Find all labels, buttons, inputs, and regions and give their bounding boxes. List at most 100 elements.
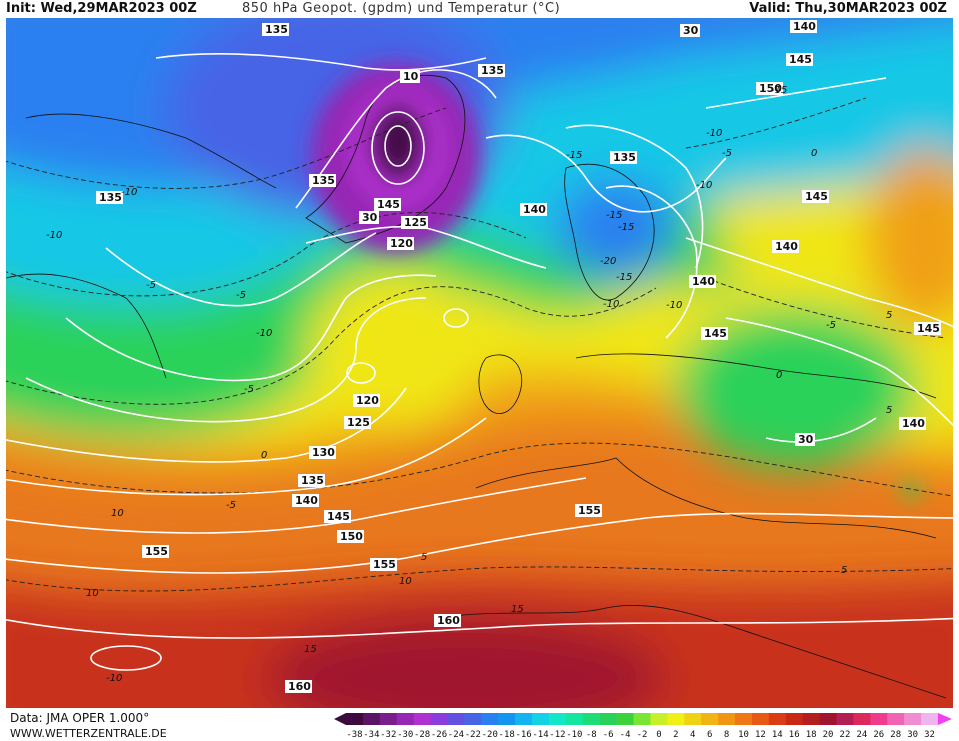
colorbar-swatch [768,713,787,725]
colorbar-swatch [346,713,364,725]
geopotential-label-bg [914,322,941,335]
geopotential-label-bg [610,151,637,164]
colorbar-tick-label: -16 [515,730,531,740]
colorbar-tick-label: -10 [566,730,582,740]
geopotential-label: 145 [327,510,350,523]
colorbar-swatch [498,713,516,725]
geopotential-label: 120 [356,394,379,407]
colorbar-tick-label: 32 [924,730,935,740]
temperature-label: -5 [226,500,236,511]
valid-time-label: Valid: Thu,30MAR2023 00Z [749,1,947,16]
colorbar-tick-label: -18 [499,730,515,740]
temperature-field: 1351351401451501013513514014514013512512… [6,18,953,708]
colorbar-tick-label: 24 [856,730,867,740]
geopotential-label-bg [96,191,123,204]
geopotential-label: 145 [704,327,727,340]
geopotential-label: 135 [265,23,288,36]
colorbar-tick-label: -20 [482,730,498,740]
geopotential-label: 135 [99,191,122,204]
geopotential-label-bg [756,82,783,95]
temperature-label: -10 [603,299,619,310]
geopotential-label: 30 [683,24,699,37]
colorbar-tick-label: -34 [363,730,379,740]
geopotential-label: 130 [312,446,335,459]
colorbar-swatch [413,713,432,725]
temperature-label: -15 [616,272,632,283]
geopotential-label: 155 [373,558,396,571]
colorbar-swatch [836,713,854,725]
colorbar-swatch [599,713,618,725]
colorbar-swatch [565,713,584,725]
geopotential-label: 145 [917,322,940,335]
geopotential-label: 140 [902,417,925,430]
geopotential-label-bg [387,237,414,250]
website-label: WWW.WETTERZENTRALE.DE [10,727,167,740]
colorbar-swatch [785,713,804,725]
geopotential-label: 150 [759,82,782,95]
temperature-label: 10 [111,508,124,519]
temperature-label: -10 [666,300,682,311]
geopotential-label-bg [309,446,336,459]
colorbar-tick-label: -26 [431,730,447,740]
geopotential-label: 145 [789,53,812,66]
chart-title: 850 hPa Geopot. (gpdm) und Temperatur (°… [242,1,561,16]
temperature-label: -10 [706,128,722,139]
init-time-label: Init: Wed,29MAR2023 00Z [6,1,197,16]
geopotential-label: 135 [312,174,335,187]
colorbar-swatch [515,713,533,725]
geopotential-label: 140 [793,20,816,33]
temperature-label: -20 [600,256,616,267]
colorbar-swatch [464,713,482,725]
colorbar-swatch [396,713,415,725]
temperature-label: 5 [886,310,892,321]
colorbar-swatches [334,713,952,725]
geopotential-label: 125 [347,416,370,429]
colorbar-swatch [650,713,668,725]
temperature-labels: -10-15-10-5 0-10-50-5-10-15-20-15-10-505-… [46,85,892,684]
colorbar-ticks: -38 -34 -32 -30 -28 -26 -24 -22 -20 -18 -16 -14 -12-… [346,730,935,740]
colorbar-tick-label: -30 [397,730,413,740]
temperature-label: 0 [261,450,267,461]
temperature-label: -5 [826,320,836,331]
colorbar-tick-label: 30 [907,730,918,740]
geopotential-label-bg [374,198,401,211]
temperature-label: -5 [236,290,246,301]
colorbar-tick-label: -2 [637,730,648,740]
geopotential-label: 30 [798,433,814,446]
geopotential-label-bg [575,504,602,517]
colorbar-swatch [430,713,448,725]
geopotential-label: 140 [295,494,318,507]
colorbar-swatch [667,713,685,725]
geopotential-label-bg [520,203,547,216]
colorbar-tick-label: 2 [673,730,678,740]
temperature-label: 0 [776,370,782,381]
geopotential-label: 160 [288,680,311,693]
geopotential-label-bg [370,558,397,571]
geopotential-label-bg [353,394,380,407]
temperature-label: -5 [722,148,732,159]
temperature-label: 5 [886,405,892,416]
colorbar-swatch [904,713,922,725]
geopotential-label-bg [262,23,289,36]
geopotential-label: 135 [613,151,636,164]
geopotential-label: 10 [403,70,419,83]
temperature-label: -15 [606,210,622,221]
colorbar-swatch [532,713,550,725]
geopotential-label-bg [337,530,364,543]
colorbar-swatch [616,713,635,725]
geopotential-label: 125 [404,216,427,229]
temperature-label: 5 [841,565,847,576]
geopotential-label: 140 [692,275,715,288]
colorbar-tick-label: 14 [772,730,783,740]
colorbar-swatch [802,713,821,725]
colorbar-swatch [447,713,465,725]
temperature-label: -10 [121,187,137,198]
geopotential-label: 140 [523,203,546,216]
geopotential-label-bg [802,190,829,203]
colorbar-swatch [718,713,736,725]
colorbar-swatch [853,713,871,725]
geopotential-label-bg [899,417,926,430]
colorbar-swatch [870,713,888,725]
colorbar-tick-label: -38 [346,730,362,740]
colorbar-swatch [887,713,905,725]
